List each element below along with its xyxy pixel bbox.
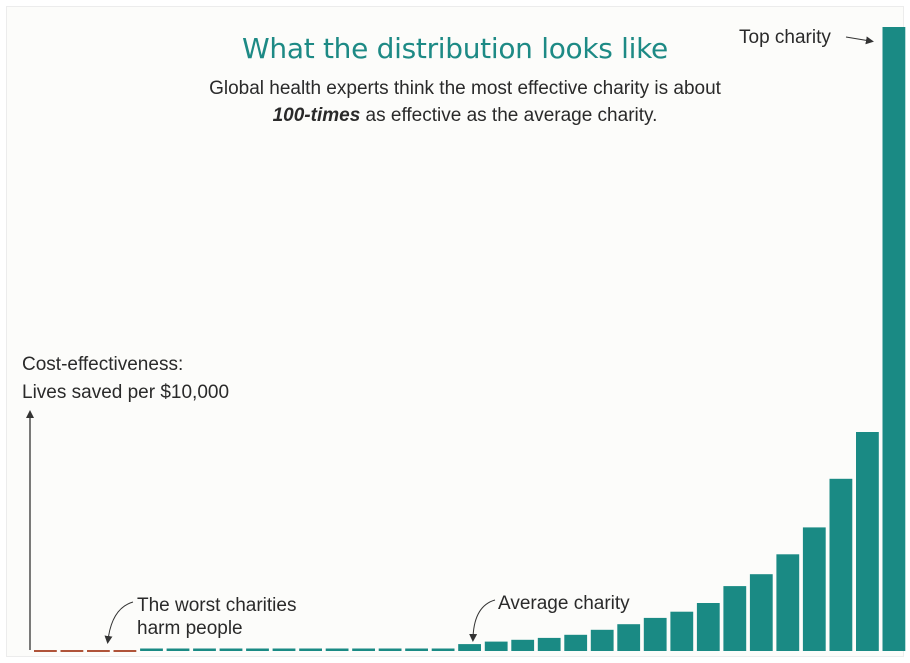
top-charity-pointer-icon (845, 36, 874, 45)
bar-14 (378, 648, 402, 651)
worst-charities-annotation-line1: The worst charities (137, 595, 297, 616)
worst-charities-annotation-line2: harm people (137, 618, 243, 639)
chart-frame (6, 6, 904, 657)
bar-18 (484, 641, 508, 651)
bar-10 (272, 648, 296, 651)
bar-16 (431, 648, 455, 651)
bar-15 (405, 648, 428, 651)
bar-2 (60, 650, 84, 652)
bar-32 (856, 432, 879, 651)
bar-20 (537, 637, 561, 651)
average-charity-annotation: Average charity (498, 593, 630, 614)
subtitle-rest: as effective as the average charity. (360, 105, 658, 126)
bar-28 (749, 574, 773, 651)
bar-22 (590, 629, 614, 651)
bar-29 (776, 554, 800, 651)
bar-5 (140, 648, 163, 651)
bar-27 (723, 586, 747, 651)
bar-33 (882, 27, 906, 651)
bar-12 (325, 648, 349, 651)
subtitle-emphasis: 100-times (272, 105, 361, 126)
bar-25 (670, 611, 694, 651)
bar-11 (299, 648, 322, 651)
bar-19 (511, 639, 535, 651)
average-charity-pointer-icon (469, 599, 496, 642)
bar-4 (113, 650, 137, 652)
bar-3 (87, 650, 110, 652)
bar-30 (802, 527, 826, 651)
bars-group (34, 27, 906, 652)
worst-charities-pointer-icon (104, 601, 134, 644)
y-axis-label-line1: Cost-effectiveness: (22, 354, 184, 375)
bar-17 (458, 644, 481, 651)
bar-21 (564, 634, 588, 651)
bar-31 (829, 478, 853, 651)
bar-13 (352, 648, 375, 651)
top-charity-annotation: Top charity (739, 27, 831, 48)
y-axis-label-line2: Lives saved per $10,000 (22, 382, 230, 403)
bar-7 (193, 648, 216, 651)
bar-26 (696, 603, 720, 651)
chart-title: What the distribution looks like (242, 32, 668, 65)
bar-24 (643, 617, 667, 651)
bar-1 (34, 650, 57, 652)
bar-9 (246, 648, 269, 651)
chart-subtitle-line2: 100-times as effective as the average ch… (0, 105, 910, 127)
bar-8 (219, 648, 243, 651)
bar-6 (166, 648, 190, 651)
chart-subtitle-line1: Global health experts think the most eff… (209, 78, 721, 99)
bar-23 (617, 624, 641, 651)
